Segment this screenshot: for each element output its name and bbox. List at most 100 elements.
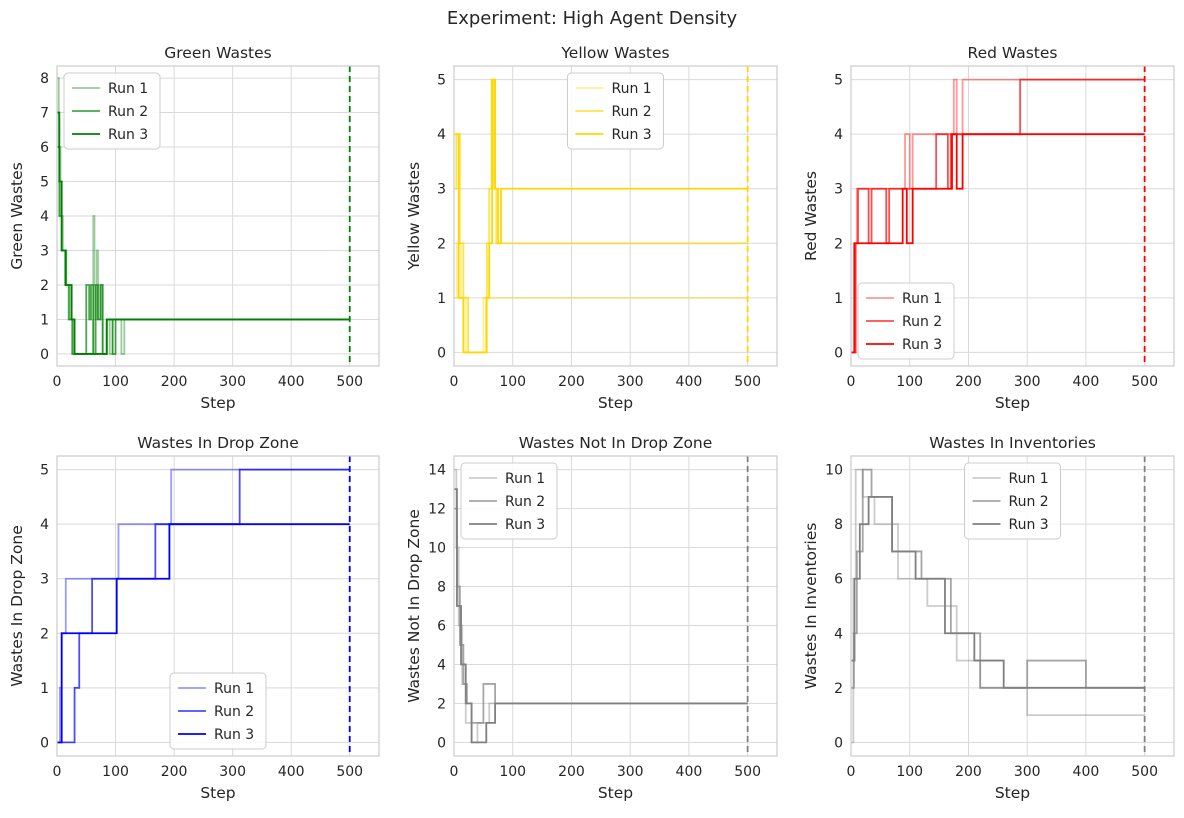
chart-panel-1: 0 100 200 300 400 500 0 1 2 3 4 5 6 7 8 Green Wastes Ste… bbox=[8, 44, 380, 412]
x-tick-label: 100 bbox=[102, 374, 129, 390]
panel-title: Green Wastes bbox=[164, 44, 271, 62]
x-tick-label: 100 bbox=[896, 374, 923, 390]
plot-area bbox=[57, 77, 350, 355]
y-tick-label: 4 bbox=[834, 626, 843, 642]
legend-label-run-1: Run 1 bbox=[612, 81, 652, 97]
legend-label-run-3: Run 3 bbox=[1009, 517, 1049, 533]
series-line-run-2 bbox=[454, 507, 748, 724]
chart-panel-6: 0 100 200 300 400 500 0 2 4 6 8 10 Wastes In Invento… bbox=[802, 434, 1175, 802]
series-line-run-1 bbox=[454, 242, 748, 354]
y-tick-label: 1 bbox=[437, 291, 446, 307]
legend-box bbox=[169, 672, 267, 750]
y-tick-label: 6 bbox=[437, 618, 446, 634]
axes-frame bbox=[56, 65, 380, 367]
y-tick-label: 4 bbox=[834, 127, 843, 143]
legend: Run 1 Run 2 Run 3 bbox=[460, 462, 558, 540]
legend: Run 1 Run 2 Run 3 bbox=[63, 72, 161, 150]
plot-area bbox=[851, 78, 1145, 354]
x-tick-label: 200 bbox=[955, 764, 982, 780]
y-axis-label: Green Wastes bbox=[8, 162, 26, 269]
legend-label-run-2: Run 2 bbox=[108, 104, 148, 120]
x-tick-label: 0 bbox=[53, 764, 62, 780]
x-axis-label: Step bbox=[200, 394, 235, 412]
legend-box bbox=[857, 282, 955, 360]
legend: Run 1 Run 2 Run 3 bbox=[857, 282, 955, 360]
y-tick-label: 3 bbox=[40, 243, 49, 259]
y-tick-label: 2 bbox=[834, 681, 843, 697]
y-tick-label: 0 bbox=[834, 345, 843, 361]
x-tick-label: 0 bbox=[450, 374, 459, 390]
legend-label-run-1: Run 1 bbox=[1009, 471, 1049, 487]
x-axis-label: Step bbox=[598, 394, 633, 412]
panel-title: Wastes In Inventories bbox=[929, 434, 1096, 452]
plot-area bbox=[57, 468, 350, 744]
x-tick-label: 400 bbox=[278, 764, 305, 780]
legend-box bbox=[567, 72, 664, 150]
y-axis-label: Wastes In Drop Zone bbox=[8, 525, 26, 687]
legend-label-run-2: Run 2 bbox=[1009, 494, 1049, 510]
legend-label-run-3: Run 3 bbox=[108, 127, 148, 143]
x-tick-label: 200 bbox=[558, 374, 585, 390]
x-tick-label: 300 bbox=[617, 374, 644, 390]
x-tick-label: 100 bbox=[499, 764, 526, 780]
x-tick-label: 500 bbox=[1131, 374, 1158, 390]
panel-title: Wastes In Drop Zone bbox=[137, 434, 299, 452]
y-tick-label: 5 bbox=[40, 175, 49, 191]
x-tick-label: 200 bbox=[558, 764, 585, 780]
legend: Run 1 Run 2 Run 3 bbox=[567, 72, 664, 150]
legend-box bbox=[63, 72, 161, 150]
axes-frame bbox=[850, 65, 1175, 367]
series-line-run-3 bbox=[57, 523, 350, 744]
series-line-run-3 bbox=[57, 111, 350, 355]
x-tick-label: 300 bbox=[617, 764, 644, 780]
y-tick-label: 2 bbox=[834, 236, 843, 252]
legend-label-run-3: Run 3 bbox=[505, 517, 545, 533]
figure-title: Experiment: High Agent Density bbox=[447, 8, 738, 29]
x-axis-label: Step bbox=[598, 784, 633, 802]
axes-frame bbox=[453, 65, 778, 367]
y-tick-label: 14 bbox=[428, 463, 446, 479]
legend-label-run-1: Run 1 bbox=[902, 291, 942, 307]
legend-label-run-2: Run 2 bbox=[214, 704, 254, 720]
plot-area bbox=[851, 468, 1145, 744]
y-tick-label: 2 bbox=[437, 236, 446, 252]
x-tick-label: 200 bbox=[161, 374, 188, 390]
y-tick-label: 8 bbox=[437, 580, 446, 596]
y-axis-label: Wastes Not In Drop Zone bbox=[405, 509, 423, 703]
y-tick-label: 7 bbox=[40, 106, 49, 122]
y-tick-label: 0 bbox=[834, 735, 843, 751]
y-tick-label: 3 bbox=[834, 182, 843, 198]
y-tick-label: 2 bbox=[40, 626, 49, 642]
y-axis-label: Yellow Wastes bbox=[405, 162, 423, 271]
x-axis-label: Step bbox=[200, 784, 235, 802]
panel-title: Yellow Wastes bbox=[560, 44, 669, 62]
y-tick-label: 4 bbox=[40, 517, 49, 533]
x-tick-label: 400 bbox=[1073, 764, 1100, 780]
legend-box bbox=[460, 462, 558, 540]
y-axis-label: Wastes In Inventories bbox=[802, 523, 820, 690]
axes-frame bbox=[56, 455, 380, 757]
legend-label-run-1: Run 1 bbox=[505, 471, 545, 487]
x-tick-label: 0 bbox=[847, 374, 856, 390]
x-tick-label: 200 bbox=[161, 764, 188, 780]
panel-title: Red Wastes bbox=[968, 44, 1058, 62]
x-tick-label: 400 bbox=[1073, 374, 1100, 390]
x-tick-label: 500 bbox=[734, 764, 761, 780]
x-tick-label: 300 bbox=[1014, 374, 1041, 390]
x-tick-label: 0 bbox=[847, 764, 856, 780]
legend-label-run-2: Run 2 bbox=[612, 104, 652, 120]
y-tick-label: 0 bbox=[437, 345, 446, 361]
legend-label-run-2: Run 2 bbox=[902, 314, 942, 330]
x-tick-label: 400 bbox=[278, 374, 305, 390]
series-line-run-3 bbox=[851, 133, 1145, 354]
chart-panel-3: 0 100 200 300 400 500 0 1 2 3 4 5 Red Wastes Step Red … bbox=[802, 44, 1175, 412]
x-tick-label: 500 bbox=[336, 764, 363, 780]
axes-frame bbox=[850, 455, 1175, 757]
y-tick-label: 1 bbox=[40, 312, 49, 328]
y-tick-label: 0 bbox=[437, 735, 446, 751]
y-tick-label: 0 bbox=[40, 347, 49, 363]
legend-label-run-2: Run 2 bbox=[505, 494, 545, 510]
x-tick-label: 400 bbox=[676, 374, 703, 390]
y-tick-label: 8 bbox=[40, 71, 49, 87]
